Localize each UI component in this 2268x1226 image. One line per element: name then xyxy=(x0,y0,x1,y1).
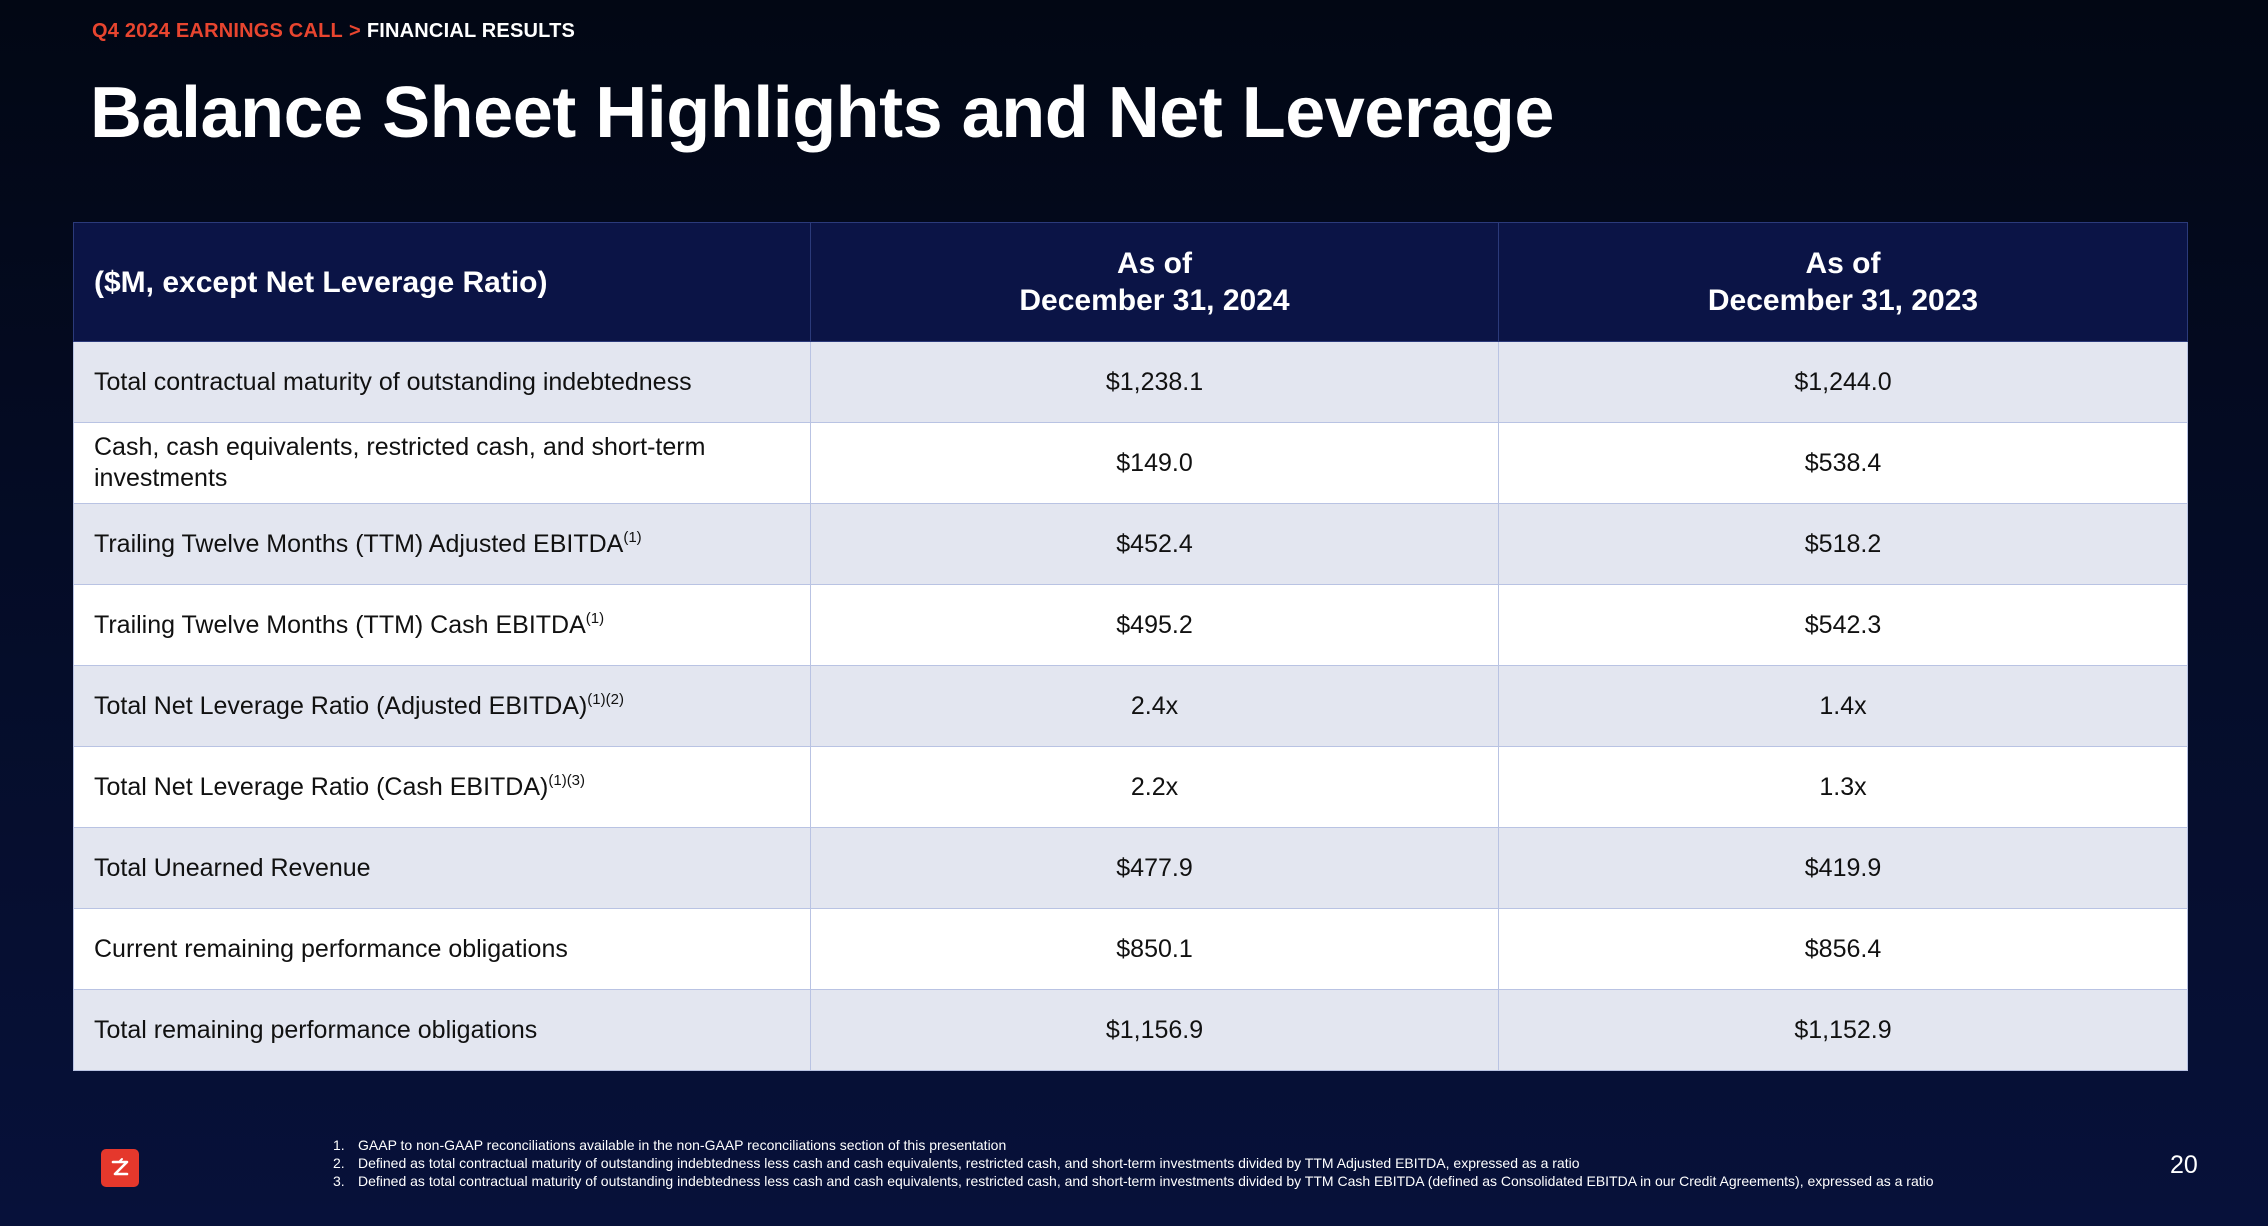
value-2023: $538.4 xyxy=(1498,422,2188,504)
row-label-text: Trailing Twelve Months (TTM) Cash EBITDA xyxy=(94,610,586,639)
value-2023: $1,244.0 xyxy=(1498,341,2188,423)
value-2024: $452.4 xyxy=(810,503,1499,585)
value-2023: $856.4 xyxy=(1498,908,2188,990)
footnote-text: GAAP to non-GAAP reconciliations availab… xyxy=(358,1137,1007,1153)
value-2024: 2.4x xyxy=(810,665,1499,747)
value-2023: $542.3 xyxy=(1498,584,2188,666)
value-2024: $149.0 xyxy=(810,422,1499,504)
value-2023: 1.4x xyxy=(1498,665,2188,747)
row-label-text: Trailing Twelve Months (TTM) Adjusted EB… xyxy=(94,529,624,558)
value-2024: $1,156.9 xyxy=(810,989,1499,1071)
breadcrumb-separator: > xyxy=(348,20,361,42)
value-2024: $477.9 xyxy=(810,827,1499,909)
page-title: Balance Sheet Highlights and Net Leverag… xyxy=(90,73,1554,153)
value-2023: $419.9 xyxy=(1498,827,2188,909)
footnote-text: Defined as total contractual maturity of… xyxy=(358,1155,1580,1171)
row-label: Total contractual maturity of outstandin… xyxy=(73,341,811,423)
row-label: Total Unearned Revenue xyxy=(73,827,811,909)
header-dec-2023-line2: December 31, 2023 xyxy=(1707,284,1979,317)
footnote-number: 3. xyxy=(333,1173,345,1189)
breadcrumb-section[interactable]: Q4 2024 EARNINGS CALL xyxy=(92,20,343,42)
table-row: Cash, cash equivalents, restricted cash,… xyxy=(73,422,2188,504)
table-row: Total remaining performance obligations … xyxy=(73,989,2188,1071)
value-2024: 2.2x xyxy=(810,746,1499,828)
header-dec-2024: As of December 31, 2024 xyxy=(810,222,1499,342)
row-label: Current remaining performance obligation… xyxy=(73,908,811,990)
balance-sheet-table: ($M, except Net Leverage Ratio) As of Dec… xyxy=(73,222,2188,1071)
zoominfo-z-logo-icon xyxy=(101,1149,139,1187)
footnote-text: Defined as total contractual maturity of… xyxy=(358,1173,1934,1189)
value-2023: $518.2 xyxy=(1498,503,2188,585)
header-dec-2023-line1: As of xyxy=(1805,247,1881,280)
row-label: Total remaining performance obligations xyxy=(73,989,811,1071)
breadcrumb-current: FINANCIAL RESULTS xyxy=(366,20,576,42)
row-label: Trailing Twelve Months (TTM) Cash EBITDA… xyxy=(73,584,811,666)
row-label-text: Total contractual maturity of outstandin… xyxy=(94,367,692,396)
footnote-ref: (1)(3) xyxy=(548,771,586,789)
footnote-item: 3. Defined as total contractual maturity … xyxy=(333,1172,1934,1190)
value-2024: $1,238.1 xyxy=(810,341,1499,423)
page-number: 20 xyxy=(2170,1151,2198,1179)
header-dec-2023: As of December 31, 2023 xyxy=(1498,222,2188,342)
z-logo-glyph-icon xyxy=(111,1158,129,1176)
table-row: Trailing Twelve Months (TTM) Adjusted EB… xyxy=(73,503,2188,585)
footnote-number: 1. xyxy=(333,1137,345,1153)
row-label: Total Net Leverage Ratio (Cash EBITDA)(1… xyxy=(73,746,811,828)
value-2023: $1,152.9 xyxy=(1498,989,2188,1071)
table-row: Total contractual maturity of outstandin… xyxy=(73,341,2188,423)
table-row: Total Net Leverage Ratio (Adjusted EBITD… xyxy=(73,665,2188,747)
table-header-row: ($M, except Net Leverage Ratio) As of Dec… xyxy=(73,222,2188,342)
footnotes: 1. GAAP to non-GAAP reconciliations avail… xyxy=(333,1136,1934,1190)
balance-sheet-table-container: ($M, except Net Leverage Ratio) As of Dec… xyxy=(73,222,2188,1071)
row-label: Cash, cash equivalents, restricted cash,… xyxy=(73,422,811,504)
row-label-text: Total remaining performance obligations xyxy=(94,1015,538,1044)
footnote-ref: (1) xyxy=(623,528,642,546)
table-row: Total Unearned Revenue $477.9 $419.9 xyxy=(73,827,2188,909)
row-label: Total Net Leverage Ratio (Adjusted EBITD… xyxy=(73,665,811,747)
footnote-ref: (1) xyxy=(585,609,605,627)
breadcrumb: Q4 2024 EARNINGS CALL > FINANCIAL RESULTS xyxy=(92,20,575,43)
value-2024: $495.2 xyxy=(810,584,1499,666)
header-dec-2024-line1: As of xyxy=(1117,247,1192,280)
row-label: Trailing Twelve Months (TTM) Adjusted EB… xyxy=(73,503,811,585)
table-row: Current remaining performance obligation… xyxy=(73,908,2188,990)
footnote-item: 2. Defined as total contractual maturity … xyxy=(333,1154,1934,1172)
table-row: Trailing Twelve Months (TTM) Cash EBITDA… xyxy=(73,584,2188,666)
footnote-ref: (1)(2) xyxy=(587,690,624,708)
value-2024: $850.1 xyxy=(810,908,1499,990)
value-2023: 1.3x xyxy=(1498,746,2188,828)
footnote-item: 1. GAAP to non-GAAP reconciliations avail… xyxy=(333,1136,1934,1154)
row-label-text: Total Unearned Revenue xyxy=(94,853,371,882)
row-label-text: Total Net Leverage Ratio (Adjusted EBITD… xyxy=(94,691,588,720)
row-label-text: Current remaining performance obligation… xyxy=(94,934,568,963)
header-dec-2024-line2: December 31, 2024 xyxy=(1019,284,1290,317)
row-label-text: Cash, cash equivalents, restricted cash,… xyxy=(94,433,706,492)
footnote-number: 2. xyxy=(333,1155,345,1171)
table-row: Total Net Leverage Ratio (Cash EBITDA)(1… xyxy=(73,746,2188,828)
row-label-text: Total Net Leverage Ratio (Cash EBITDA) xyxy=(94,772,549,801)
header-label: ($M, except Net Leverage Ratio) xyxy=(73,222,811,342)
